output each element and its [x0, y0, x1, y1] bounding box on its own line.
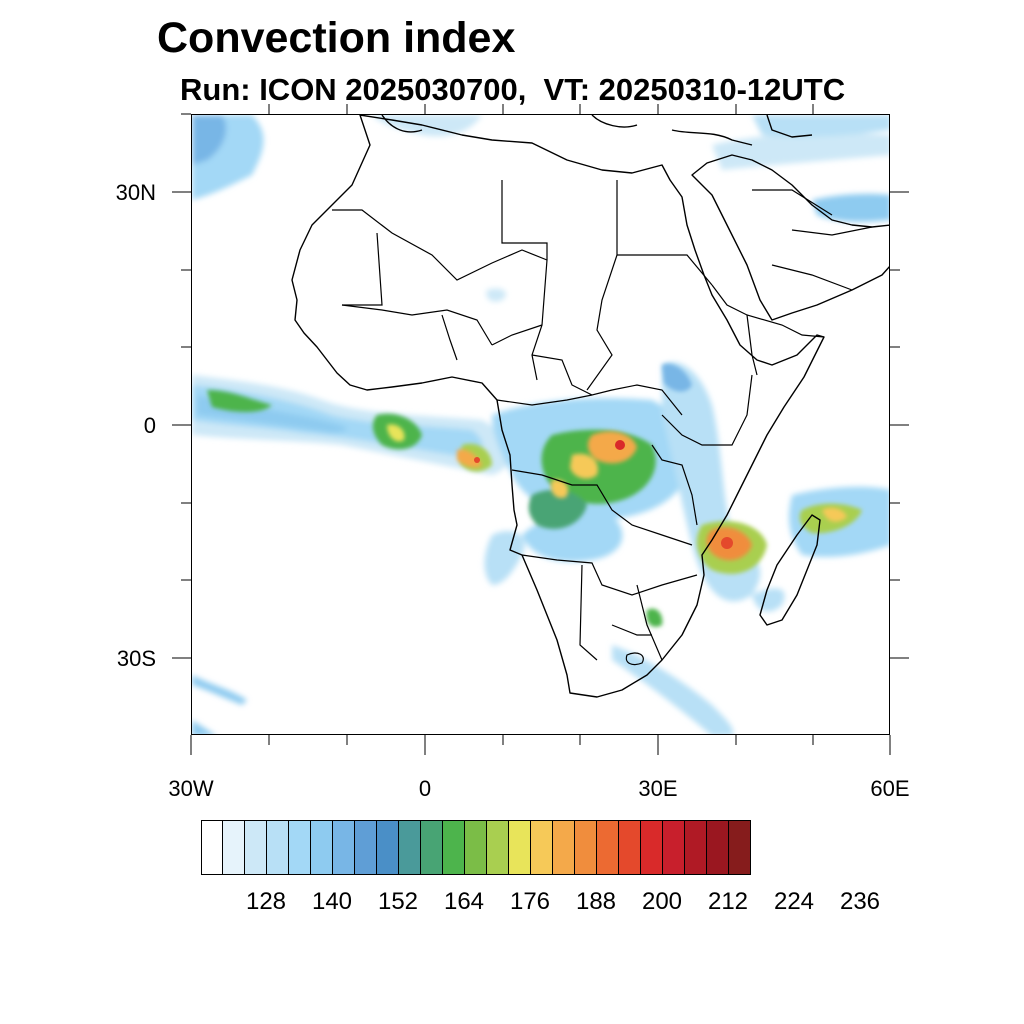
- colorbar-swatch: [377, 820, 399, 875]
- convection-field-high: [387, 424, 847, 561]
- colorbar-swatch: [707, 820, 729, 875]
- colorbar-swatch: [487, 820, 509, 875]
- colorbar-swatch: [399, 820, 421, 875]
- colorbar-swatch: [509, 820, 531, 875]
- colorbar-swatch: [201, 820, 223, 875]
- lon-label-0: 0: [418, 776, 432, 801]
- colorbar-swatch: [421, 820, 443, 875]
- colorbar-tick-label: 152: [377, 888, 419, 915]
- lon-label-60e: 60E: [870, 776, 910, 801]
- colorbar-swatch: [465, 820, 487, 875]
- map-panel: [191, 114, 890, 735]
- colorbar-tick-label: 212: [707, 888, 749, 915]
- colorbar-swatch: [223, 820, 245, 875]
- colorbar-swatch: [685, 820, 707, 875]
- lon-label-30w: 30W: [168, 776, 214, 801]
- colorbar-tick-label: 176: [509, 888, 551, 915]
- colorbar-swatch: [531, 820, 553, 875]
- lon-label-30e: 30E: [638, 776, 678, 801]
- colorbar-swatch: [729, 820, 751, 875]
- colorbar-labels: 128 140 152 164 176 188 200 212 224 236: [201, 888, 901, 918]
- colorbar-tick-label: 236: [839, 888, 881, 915]
- colorbar-swatch: [575, 820, 597, 875]
- colorbar-swatch: [641, 820, 663, 875]
- colorbar-swatch: [443, 820, 465, 875]
- colorbar-swatch: [663, 820, 685, 875]
- map-canvas: [192, 115, 889, 734]
- colorbar-swatch: [245, 820, 267, 875]
- lat-label-30s: 30S: [116, 646, 156, 671]
- convection-field-peak: [474, 440, 733, 549]
- colorbar: [201, 820, 751, 875]
- colorbar-swatch: [597, 820, 619, 875]
- country-borders: [332, 180, 873, 666]
- convection-field: [192, 115, 889, 734]
- colorbar-swatch: [311, 820, 333, 875]
- colorbar-swatch: [553, 820, 575, 875]
- colorbar-tick-label: 128: [245, 888, 287, 915]
- colorbar-swatch: [333, 820, 355, 875]
- colorbar-swatch: [267, 820, 289, 875]
- colorbar-tick-label: 224: [773, 888, 815, 915]
- map-title: Convection index: [157, 14, 516, 62]
- colorbar-swatch: [619, 820, 641, 875]
- colorbar-tick-label: 140: [311, 888, 353, 915]
- colorbar-tick-label: 188: [575, 888, 617, 915]
- colorbar-tick-label: 164: [443, 888, 485, 915]
- colorbar-swatch: [355, 820, 377, 875]
- colorbar-tick-label: 200: [641, 888, 683, 915]
- colorbar-swatch: [289, 820, 311, 875]
- map-subtitle: Run: ICON 2025030700, VT: 20250310-12UTC: [180, 72, 846, 107]
- lat-label-0: 0: [143, 413, 156, 438]
- lat-label-30n: 30N: [115, 180, 156, 205]
